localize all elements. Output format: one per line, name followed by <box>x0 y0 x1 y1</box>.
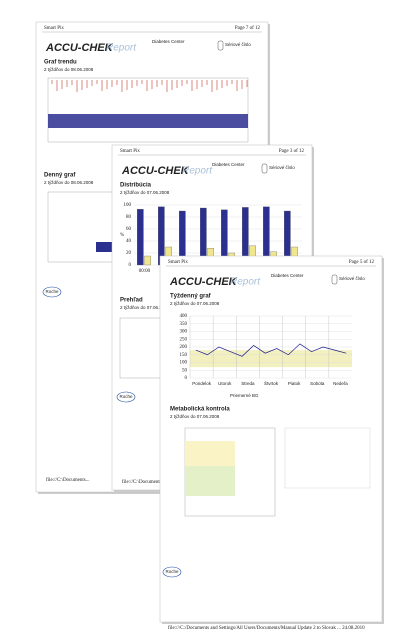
y-axis-label: % <box>120 233 124 238</box>
serial-label: Sériové číslo <box>269 165 295 170</box>
section-subtitle: 2 týždňov do 07.06.2008 <box>170 414 220 419</box>
section-subtitle: 2 týždňov do 07.06.2008 <box>120 190 170 195</box>
x-tick-label: Streda <box>241 381 255 386</box>
header-left: Smart Pix <box>168 260 188 265</box>
header-left: Smart Pix <box>120 149 140 154</box>
x-tick-label: Utorok <box>218 381 232 386</box>
x-tick-label: Štvrtok <box>264 380 279 386</box>
footer: file://C:\Documents... <box>122 480 165 485</box>
section-title: Týždenný graf <box>170 294 212 300</box>
roche-text: Roche <box>45 289 59 294</box>
header-right: Page 3 of 12 <box>279 149 305 154</box>
y-tick-label: 350 <box>180 322 188 327</box>
metabolic-zone <box>185 466 235 496</box>
roche-logo <box>116 391 136 403</box>
y-tick-label: 200 <box>180 345 188 350</box>
trend-plot <box>47 77 249 143</box>
footer: file:///C:/Documents and Settings/All Us… <box>168 626 365 631</box>
section-subtitle: 2 týždňov do 08.06.2008 <box>44 67 94 72</box>
y-tick-label: 50 <box>182 368 188 373</box>
daily-bar <box>96 242 114 252</box>
target-band <box>190 350 352 368</box>
brand-suffix: Report <box>106 43 137 54</box>
center-name: Diabetes Center <box>271 273 304 278</box>
serial-label: Sériové číslo <box>225 42 251 47</box>
brand: ACCU-CHEK <box>45 42 114 54</box>
header-left: Smart Pix <box>44 26 64 31</box>
x-tick-label: Pondelok <box>192 381 212 386</box>
y-tick-label: 40 <box>126 239 132 244</box>
y-tick-label: 20 <box>126 251 132 256</box>
brand-suffix: Report <box>182 166 213 177</box>
y-tick-label: 0 <box>129 263 132 268</box>
section-title: Distribúcia <box>120 183 152 189</box>
section-subtitle: 2 týždňov do 07.06.2008 <box>170 301 220 306</box>
brand: ACCU-CHEK <box>169 276 238 288</box>
device-icon <box>331 274 338 285</box>
x-tick-label: Piatok <box>288 381 301 386</box>
center-name: Diabetes Center <box>212 162 245 167</box>
roche-logo <box>42 286 62 298</box>
y-tick-label: 250 <box>180 337 188 342</box>
metabolic-zone <box>185 441 235 466</box>
x-tick-label: 00:00 <box>139 269 151 274</box>
x-tick-label: Nedeľa <box>333 381 348 386</box>
y-tick-label: 400 <box>180 314 188 319</box>
serial-label: Sériové číslo <box>339 276 365 281</box>
y-tick-label: 80 <box>126 215 132 220</box>
section-title: Denný graf <box>44 173 76 179</box>
roche-logo <box>162 566 182 578</box>
bar <box>136 209 144 266</box>
y-tick-label: 150 <box>180 353 188 358</box>
roche-text: Roche <box>119 394 133 399</box>
header-right: Page 5 of 12 <box>349 260 375 265</box>
section-title: Metabolická kontrola <box>170 407 230 413</box>
section-subtitle: 2 týždňov do 07.06.2008 <box>120 305 170 310</box>
device-icon <box>261 163 268 174</box>
center-name: Diabetes Center <box>152 39 185 44</box>
brand: ACCU-CHEK <box>121 165 190 177</box>
device-icon <box>217 40 224 51</box>
y-tick-label: 0 <box>185 376 188 381</box>
y-tick-label: 100 <box>180 361 188 366</box>
line-series <box>195 343 347 357</box>
trend-target <box>48 114 248 128</box>
y-tick-label: 100 <box>124 203 132 208</box>
header-right: Page 7 of 12 <box>235 26 261 31</box>
y-tick-label: 300 <box>180 330 188 335</box>
roche-text: Roche <box>165 569 179 574</box>
section-title: Prehľad <box>120 298 143 304</box>
bar <box>144 255 151 266</box>
section-subtitle: 2 týždňov do 08.06.2008 <box>44 180 94 185</box>
x-tick-label: Sobota <box>310 381 325 386</box>
footer: file://C:\Documents... <box>46 478 89 483</box>
brand-suffix: Report <box>230 277 261 288</box>
legend-entry: Priemerné BG <box>230 393 259 398</box>
legend-box <box>284 427 371 489</box>
section-title: Graf trendu <box>44 60 77 66</box>
y-tick-label: 60 <box>126 227 132 232</box>
